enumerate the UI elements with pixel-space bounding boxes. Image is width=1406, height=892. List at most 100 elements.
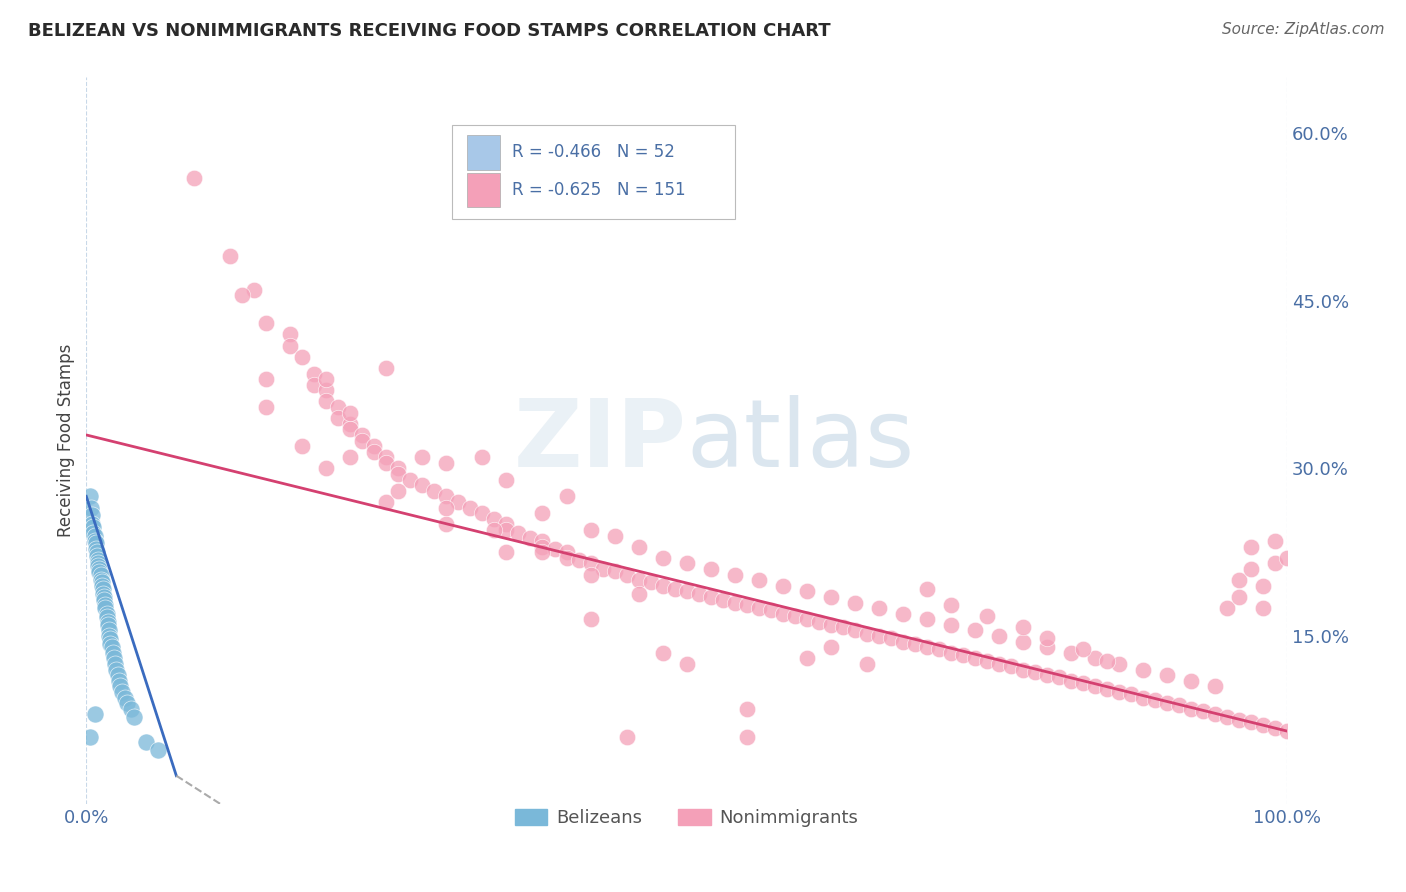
- Point: [98, 637, 121, 651]
- Point: [82, 519, 104, 533]
- Point: [1240, 540, 1263, 554]
- Point: [1275, 724, 1298, 739]
- Point: [1264, 557, 1286, 571]
- Point: [1047, 670, 1070, 684]
- Text: atlas: atlas: [686, 394, 915, 486]
- FancyBboxPatch shape: [453, 125, 734, 219]
- Point: [1191, 704, 1213, 718]
- Point: [183, 171, 205, 186]
- Point: [939, 646, 962, 660]
- Point: [987, 657, 1010, 671]
- Point: [723, 596, 745, 610]
- Point: [820, 618, 842, 632]
- Point: [339, 417, 361, 431]
- Point: [315, 394, 337, 409]
- Point: [675, 584, 697, 599]
- Point: [98, 624, 121, 638]
- Point: [1240, 562, 1263, 576]
- Point: [603, 528, 626, 542]
- Point: [104, 657, 127, 671]
- Point: [1251, 718, 1274, 732]
- Point: [315, 384, 337, 398]
- Point: [868, 601, 890, 615]
- Point: [1216, 601, 1239, 615]
- Point: [627, 573, 650, 587]
- Point: [315, 372, 337, 386]
- Point: [411, 478, 433, 492]
- Bar: [467, 135, 501, 169]
- Point: [98, 629, 121, 643]
- Point: [1132, 690, 1154, 705]
- Point: [1216, 709, 1239, 723]
- Point: [939, 598, 962, 612]
- Point: [90, 579, 112, 593]
- Point: [243, 283, 266, 297]
- Point: [291, 350, 314, 364]
- Point: [855, 627, 877, 641]
- Point: [328, 411, 350, 425]
- Point: [93, 590, 115, 604]
- Point: [1084, 679, 1107, 693]
- Point: [555, 545, 578, 559]
- Point: [868, 629, 890, 643]
- Point: [495, 473, 517, 487]
- Point: [675, 657, 697, 671]
- Point: [748, 573, 770, 587]
- Point: [772, 579, 794, 593]
- Point: [97, 618, 120, 632]
- Point: [579, 612, 602, 626]
- Point: [1119, 687, 1142, 701]
- Point: [97, 615, 120, 629]
- Point: [952, 648, 974, 662]
- Point: [115, 696, 138, 710]
- Point: [976, 654, 998, 668]
- Point: [363, 439, 385, 453]
- Point: [436, 500, 458, 515]
- Point: [107, 673, 129, 688]
- Point: [339, 450, 361, 465]
- Point: [87, 553, 110, 567]
- Point: [111, 685, 134, 699]
- Point: [447, 495, 470, 509]
- Point: [91, 582, 114, 596]
- Point: [592, 562, 614, 576]
- Point: [82, 526, 104, 541]
- Point: [315, 461, 337, 475]
- Point: [579, 557, 602, 571]
- Point: [1180, 701, 1202, 715]
- Point: [84, 536, 107, 550]
- Point: [1071, 642, 1094, 657]
- Point: [963, 624, 986, 638]
- Point: [723, 567, 745, 582]
- Point: [471, 506, 494, 520]
- Point: [796, 651, 818, 665]
- Point: [1143, 692, 1166, 706]
- Point: [280, 327, 302, 342]
- Point: [1167, 698, 1189, 713]
- Point: [807, 615, 830, 629]
- Point: [1251, 579, 1274, 593]
- Point: [89, 566, 111, 580]
- Point: [1227, 713, 1250, 727]
- Point: [231, 288, 253, 302]
- Point: [844, 624, 866, 638]
- Point: [399, 473, 422, 487]
- Point: [96, 610, 118, 624]
- Point: [891, 634, 914, 648]
- Text: BELIZEAN VS NONIMMIGRANTS RECEIVING FOOD STAMPS CORRELATION CHART: BELIZEAN VS NONIMMIGRANTS RECEIVING FOOD…: [28, 22, 831, 40]
- Point: [328, 400, 350, 414]
- Point: [86, 545, 108, 559]
- Point: [79, 730, 101, 744]
- Point: [495, 517, 517, 532]
- Point: [107, 668, 129, 682]
- Point: [1240, 715, 1263, 730]
- Point: [855, 657, 877, 671]
- Point: [519, 531, 541, 545]
- Point: [423, 483, 446, 498]
- Point: [89, 562, 111, 576]
- Point: [1060, 646, 1083, 660]
- Point: [831, 620, 853, 634]
- Point: [699, 590, 721, 604]
- Point: [352, 428, 374, 442]
- Point: [772, 607, 794, 621]
